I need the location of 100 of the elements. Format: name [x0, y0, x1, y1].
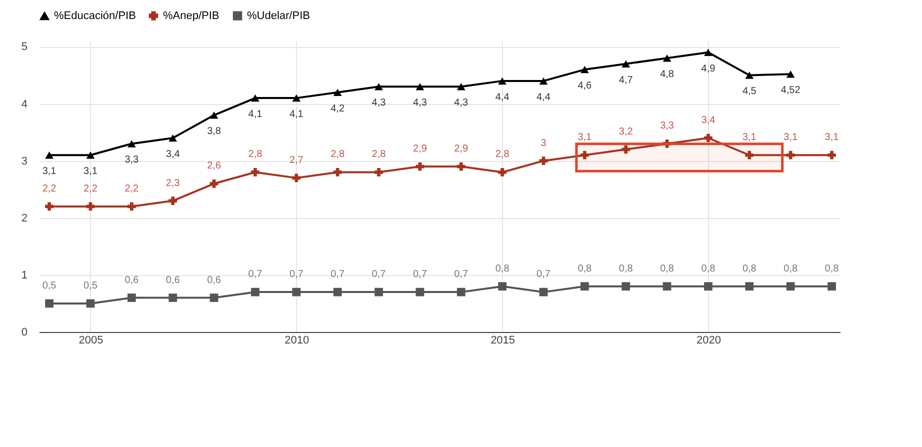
point [45, 151, 54, 159]
data-label: 0,8 [784, 263, 798, 274]
point [168, 134, 178, 142]
point [251, 94, 260, 102]
data-label: 2,8 [495, 149, 510, 160]
legend-label: %Educación/PIB [54, 10, 136, 22]
data-label: 4,7 [618, 74, 634, 86]
data-label: 3,1 [824, 132, 840, 144]
point [704, 134, 712, 142]
point [45, 299, 54, 308]
data-label: 3,3 [124, 154, 140, 166]
legend-label: %Anep/PIB [163, 10, 220, 22]
point [127, 202, 136, 211]
point [456, 162, 466, 171]
point [580, 66, 589, 74]
point [622, 282, 630, 291]
data-label: 0,8 [618, 263, 634, 274]
point [210, 112, 218, 119]
data-label: 0,8 [660, 263, 674, 274]
point [86, 299, 95, 308]
data-label: 0,6 [124, 274, 140, 286]
point [127, 140, 136, 148]
data-label: 4,52 [780, 85, 801, 96]
point [704, 48, 712, 56]
data-label: 0,5 [42, 280, 57, 292]
data-label: 3,4 [701, 115, 716, 126]
point [786, 282, 795, 291]
point [498, 282, 506, 291]
data-label: 4,2 [330, 103, 345, 114]
data-label: 2,2 [84, 183, 98, 194]
point [786, 70, 795, 78]
data-label: 0,7 [330, 269, 345, 280]
data-label: 2,9 [454, 144, 469, 155]
point [456, 288, 466, 296]
data-label: 3,8 [207, 126, 222, 138]
point [539, 77, 548, 85]
point [292, 94, 301, 102]
data-label: 2,2 [124, 183, 140, 194]
data-label: 0,7 [248, 269, 263, 280]
data-label: 2,6 [207, 160, 222, 172]
point [168, 294, 178, 302]
data-label: 3,4 [166, 149, 180, 160]
data-label: 4,3 [454, 98, 469, 109]
point [498, 168, 506, 176]
point [86, 151, 95, 159]
y-tick-label: 0 [21, 326, 28, 338]
data-label: 4,5 [742, 86, 757, 98]
point [333, 88, 342, 96]
point [745, 150, 754, 160]
data-label: 0,8 [742, 263, 757, 274]
y-tick-label: 5 [21, 41, 28, 54]
data-label: 4,4 [536, 92, 551, 103]
point [416, 288, 424, 296]
point [828, 282, 836, 291]
point [251, 288, 260, 296]
data-label: 4,1 [248, 109, 263, 120]
point [786, 150, 795, 160]
point [539, 288, 548, 296]
data-label: 0,7 [454, 269, 469, 280]
point [498, 77, 506, 85]
point [292, 174, 301, 182]
data-label: 0,8 [495, 263, 510, 274]
data-label: 0,7 [536, 269, 551, 280]
y-tick-label: 1 [21, 269, 28, 282]
point [745, 72, 754, 79]
data-label: 0,5 [84, 280, 98, 292]
data-label: 3 [540, 138, 547, 149]
y-tick-label: 2 [21, 212, 28, 224]
data-label: 4,8 [660, 69, 674, 80]
data-label: 0,7 [289, 269, 304, 280]
point [662, 282, 672, 291]
data-label: 3,1 [742, 132, 757, 144]
data-label: 2,8 [330, 149, 345, 160]
point [374, 288, 383, 296]
point [539, 156, 548, 166]
point [745, 282, 754, 291]
data-label: 3,1 [578, 132, 592, 144]
point [292, 288, 301, 296]
point [662, 140, 672, 148]
data-label: 2,3 [166, 178, 180, 189]
data-label: 0,8 [701, 263, 716, 274]
point [333, 288, 342, 296]
legend-label: %Udelar/PIB [247, 10, 310, 22]
y-tick-label: 4 [21, 98, 28, 110]
point [45, 202, 54, 211]
point [374, 83, 383, 90]
x-tick-label: 2005 [78, 334, 104, 346]
data-label: 4,9 [701, 63, 716, 74]
point [168, 196, 178, 205]
point [622, 60, 630, 68]
data-label: 4,4 [495, 92, 510, 103]
data-label: 2,2 [42, 183, 57, 194]
point [333, 168, 342, 176]
point [580, 150, 589, 160]
data-label: 3,1 [784, 132, 798, 144]
data-label: 2,8 [372, 149, 386, 160]
data-label: 3,1 [42, 166, 57, 178]
x-tick-label: 2020 [696, 334, 721, 346]
data-label: 0,7 [412, 269, 428, 280]
point [828, 150, 836, 160]
